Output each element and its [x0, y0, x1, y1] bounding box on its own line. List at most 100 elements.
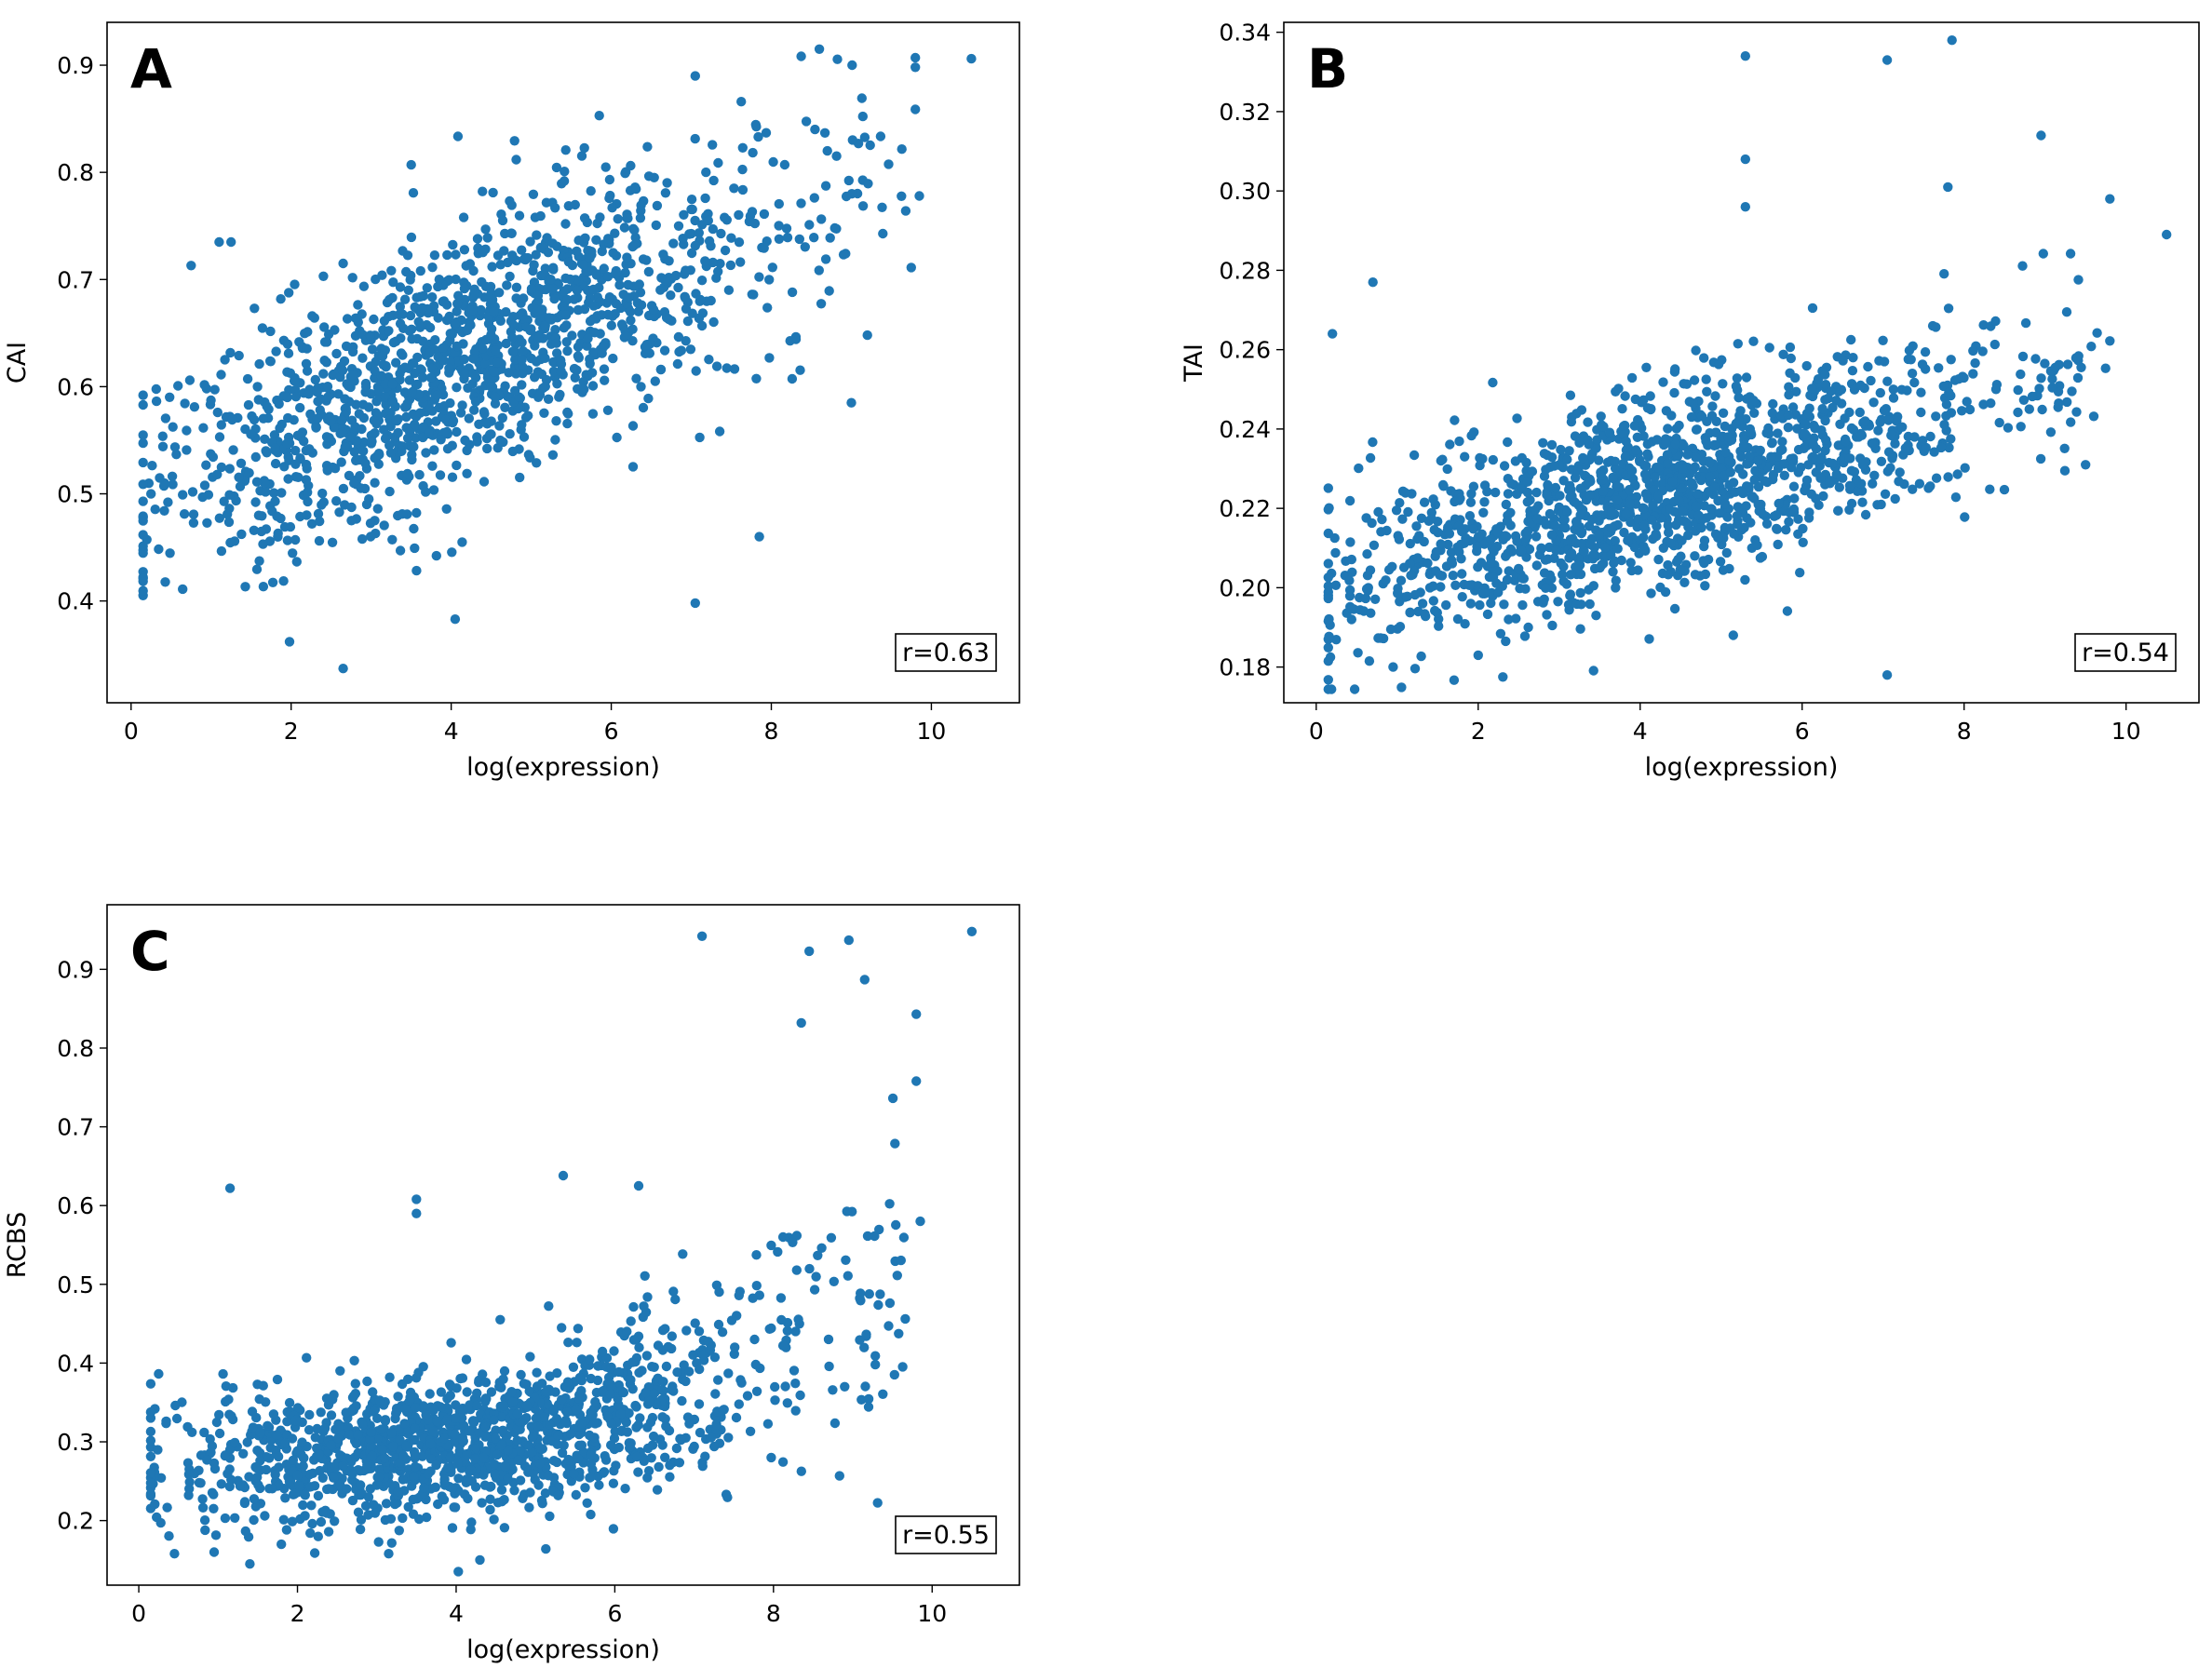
data-point: [489, 1514, 499, 1525]
data-point: [273, 1451, 284, 1462]
data-point: [1623, 535, 1633, 545]
data-point: [1573, 465, 1584, 476]
data-point: [485, 1504, 495, 1515]
data-point: [202, 518, 212, 528]
data-point: [1977, 346, 1988, 356]
data-point: [398, 1450, 409, 1461]
data-point: [539, 1412, 549, 1422]
data-point: [1549, 553, 1559, 563]
data-point: [1821, 435, 1831, 445]
data-point: [1468, 481, 1479, 491]
data-point: [911, 1009, 922, 1019]
data-point: [462, 1387, 472, 1397]
data-point: [586, 1509, 596, 1520]
data-point: [457, 1373, 468, 1383]
data-point: [548, 366, 559, 377]
data-point: [550, 1387, 560, 1397]
data-point: [622, 213, 632, 223]
data-point: [1486, 534, 1496, 545]
data-point: [814, 44, 825, 54]
data-point: [1868, 397, 1879, 408]
data-point: [726, 233, 736, 243]
data-point: [548, 264, 559, 275]
data-point: [761, 128, 772, 138]
data-point: [348, 370, 358, 381]
data-point: [226, 236, 236, 248]
data-point: [788, 1237, 798, 1248]
data-point: [284, 1476, 295, 1486]
data-point: [1684, 469, 1695, 479]
data-point: [410, 543, 420, 554]
data-point: [411, 1403, 421, 1413]
data-point: [220, 1450, 230, 1461]
data-point: [1620, 391, 1630, 401]
data-point: [248, 1422, 259, 1433]
data-point: [317, 1507, 328, 1517]
data-point: [589, 328, 600, 338]
data-point: [759, 208, 770, 220]
data-point: [188, 509, 199, 519]
data-point: [631, 373, 641, 383]
data-point: [357, 1419, 368, 1430]
data-point: [671, 1443, 682, 1454]
data-point: [1531, 487, 1542, 498]
data-point: [494, 288, 505, 298]
data-point: [324, 1484, 334, 1494]
data-point: [338, 483, 349, 494]
data-point: [469, 354, 479, 364]
data-point: [585, 358, 595, 369]
data-point: [235, 481, 246, 491]
data-point: [1788, 481, 1800, 491]
data-point: [316, 1516, 327, 1527]
data-point: [897, 144, 907, 155]
data-point: [272, 511, 282, 521]
data-point: [223, 509, 233, 519]
data-point: [236, 458, 247, 468]
data-point: [1788, 507, 1800, 518]
data-point: [1701, 436, 1711, 447]
data-point: [1493, 587, 1504, 598]
data-point: [398, 1474, 408, 1485]
x-tick-label: 0: [1309, 718, 1324, 745]
data-point: [1666, 538, 1677, 548]
data-point: [541, 197, 552, 208]
data-point: [711, 1280, 722, 1291]
data-point: [182, 445, 192, 455]
data-point: [1542, 450, 1553, 461]
data-point: [211, 1417, 223, 1428]
data-point: [373, 1537, 384, 1547]
data-point: [1772, 524, 1783, 534]
data-point: [1985, 484, 1995, 494]
data-point: [1696, 522, 1706, 533]
data-point: [1465, 497, 1477, 507]
data-point: [184, 375, 196, 385]
data-point: [1758, 509, 1768, 519]
data-point: [1743, 458, 1754, 469]
data-point: [421, 1512, 432, 1523]
data-point: [676, 1434, 686, 1446]
data-point: [582, 341, 592, 351]
data-point: [1860, 509, 1871, 520]
data-point: [513, 1455, 523, 1465]
data-point: [249, 1494, 260, 1504]
data-point: [1523, 622, 1533, 633]
data-point: [479, 417, 491, 427]
panel-b-points: [1323, 35, 2172, 694]
data-point: [447, 547, 457, 558]
x-tick-label: 8: [764, 718, 779, 745]
data-point: [357, 309, 367, 319]
data-point: [1686, 411, 1697, 423]
data-point: [380, 1453, 390, 1464]
data-point: [1567, 411, 1577, 423]
data-point: [1639, 532, 1649, 543]
data-point: [466, 1517, 477, 1527]
data-point: [494, 1381, 505, 1392]
data-point: [317, 1473, 328, 1484]
data-point: [316, 1407, 326, 1418]
data-point: [145, 1451, 156, 1462]
data-point: [1849, 466, 1860, 478]
data-point: [510, 385, 520, 396]
data-point: [2100, 363, 2111, 373]
data-point: [898, 1232, 910, 1243]
panel-c-rcbs-scatter: 0 2 4 6 8 100.20.30.40.50.60.70.80.9log(expre…: [3, 904, 1020, 1664]
